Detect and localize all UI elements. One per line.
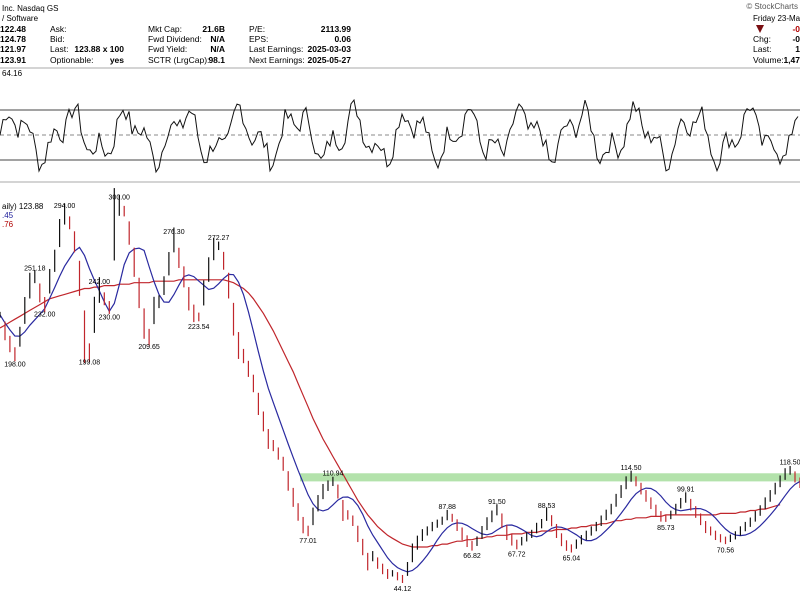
quote-label: Last: — [50, 44, 68, 54]
pivot-low-label: 70.56 — [717, 547, 735, 554]
quote-label: Ask: — [50, 24, 67, 34]
sector-label: / Software — [2, 14, 39, 23]
pivot-low-label: 77.01 — [299, 538, 317, 545]
pivot-low-label: 198.00 — [4, 361, 26, 368]
earnings-value: 2025-03-03 — [308, 44, 352, 54]
pivot-high-label: 294.00 — [54, 203, 76, 210]
earnings-value: 2025-05-27 — [308, 55, 352, 65]
legend-ma-short: .45 — [2, 211, 14, 220]
fundamental-label: Mkt Cap: — [148, 24, 182, 34]
pivot-low-label: 232.00 — [34, 312, 56, 319]
quote-value: yes — [110, 55, 124, 65]
fundamental-label: Fwd Yield: — [148, 44, 187, 54]
pivot-high-label: 251.18 — [24, 266, 46, 273]
pivot-low-label: 199.08 — [79, 360, 101, 367]
right-value: -0 — [792, 34, 800, 44]
earnings-label: P/E: — [249, 24, 265, 34]
earnings-label: Next Earnings: — [249, 55, 305, 65]
quote-left-value: 124.78 — [0, 34, 26, 44]
pivot-high-label: 300.00 — [109, 194, 131, 201]
fundamental-value: N/A — [210, 34, 225, 44]
pivot-low-label: 223.54 — [188, 324, 210, 331]
moving-average-long-line — [0, 279, 781, 548]
fundamental-value: N/A — [210, 44, 225, 54]
quote-value: 123.88 x 100 — [74, 44, 124, 54]
pivot-low-label: 67.72 — [508, 552, 526, 559]
pivot-high-label: 99.91 — [677, 487, 695, 494]
quote-left-value: 123.91 — [0, 55, 26, 65]
pivot-low-label: 65.04 — [563, 555, 581, 562]
pivot-high-label: 87.88 — [438, 504, 456, 511]
pivot-high-label: 91.50 — [488, 499, 506, 506]
quote-label: Bid: — [50, 34, 65, 44]
resistance-zone — [300, 473, 800, 482]
change-value: -0 — [792, 24, 800, 34]
right-value: 1,47 — [783, 55, 800, 65]
quote-left-value: 121.97 — [0, 44, 26, 54]
price-legend: aily) 123.88 — [2, 202, 44, 211]
pivot-high-label: 242.00 — [89, 279, 111, 286]
pivot-high-label: 272.27 — [208, 235, 230, 242]
fundamental-value: 21.6B — [202, 24, 225, 34]
pivot-high-label: 88.53 — [538, 503, 556, 510]
legend-ma-long: .76 — [2, 220, 14, 229]
right-label: Chg: — [753, 34, 771, 44]
right-label: Volume: — [753, 55, 784, 65]
watermark: © StockCharts — [746, 2, 798, 11]
earnings-label: EPS: — [249, 34, 268, 44]
date-label: Friday 23-Ma — [753, 14, 800, 23]
quote-label: Optionable: — [50, 55, 93, 65]
pivot-high-label: 276.30 — [163, 229, 185, 236]
pivot-low-label: 66.82 — [463, 553, 481, 560]
right-value: 1 — [795, 44, 800, 54]
earnings-value: 2113.99 — [321, 24, 352, 34]
fundamental-label: Fwd Dividend: — [148, 34, 202, 44]
moving-average-short-line — [0, 246, 800, 573]
pivot-high-label: 110.94 — [322, 470, 343, 477]
pivot-low-label: 44.12 — [394, 586, 412, 593]
pivot-low-label: 230.00 — [99, 315, 121, 322]
earnings-label: Last Earnings: — [249, 44, 303, 54]
company-name: Inc. Nasdaq GS — [2, 4, 58, 13]
quote-left-value: 122.48 — [0, 24, 26, 34]
pivot-low-label: 209.65 — [138, 344, 160, 351]
fundamental-label: SCTR (LrgCap): — [148, 55, 209, 65]
earnings-value: 0.06 — [334, 34, 351, 44]
fundamental-value: 98.1 — [208, 55, 225, 65]
pivot-high-label: 118.50 — [780, 459, 800, 466]
pivot-low-label: 85.73 — [657, 525, 675, 532]
right-label: Last: — [753, 44, 771, 54]
pivot-high-label: 114.50 — [621, 465, 642, 472]
indicator-value: 64.16 — [2, 69, 23, 78]
rsi-line — [0, 98, 799, 174]
down-arrow-icon — [756, 25, 764, 33]
